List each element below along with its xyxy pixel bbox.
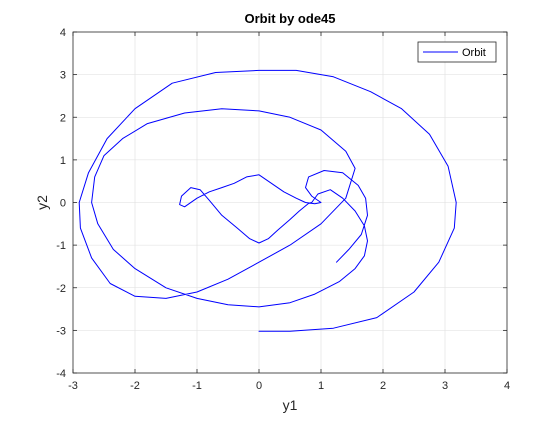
y-tick-label: 2 [60,112,66,124]
x-tick-label: 1 [318,380,324,392]
x-tick-label: -2 [130,380,140,392]
y-tick-label: -1 [56,240,66,252]
y-tick-label: -3 [56,325,66,337]
chart-title: Orbit by ode45 [244,11,335,26]
x-tick-label: 4 [504,380,510,392]
y-tick-label: -4 [56,368,66,380]
x-tick-label: 2 [380,380,386,392]
legend: Orbit [418,42,496,62]
y-tick-label: 1 [60,155,66,167]
y-tick-label: 0 [60,198,66,210]
x-tick-label: -1 [192,380,202,392]
x-tick-label: 0 [256,380,262,392]
y-tick-label: -2 [56,283,66,295]
x-tick-label: 3 [442,380,448,392]
legend-entry-orbit: Orbit [462,47,486,59]
y-tick-label: 3 [60,70,66,82]
x-axis-label: y1 [283,397,298,413]
y-tick-label: 4 [60,27,66,39]
y-axis-label: y2 [34,195,50,210]
x-tick-label: -3 [68,380,78,392]
